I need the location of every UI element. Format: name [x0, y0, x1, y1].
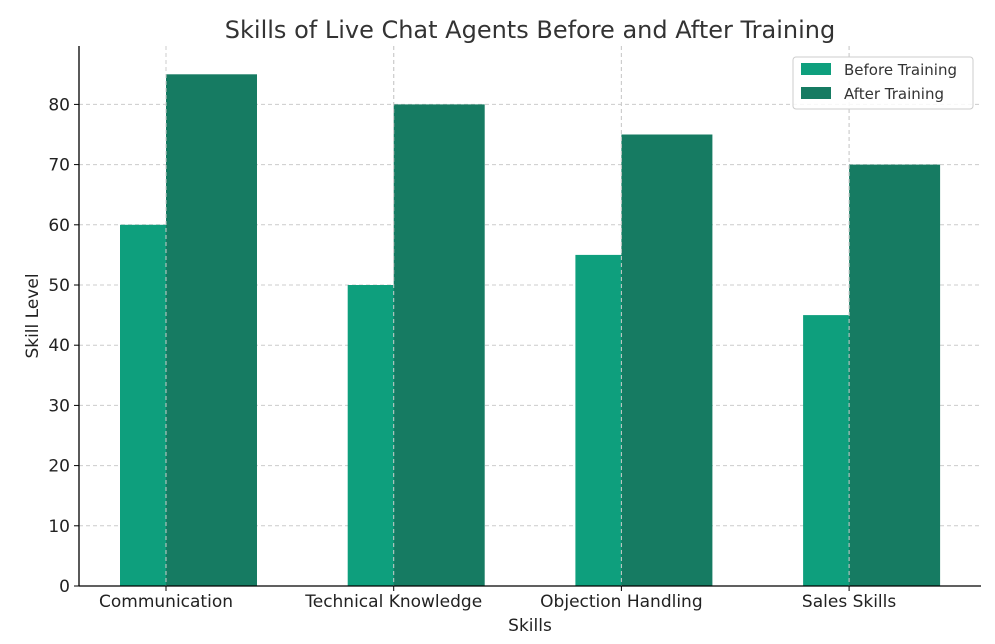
- legend-swatch: [801, 63, 831, 75]
- y-ticks: 0 10 20 30 40 50 60 70 80: [48, 95, 79, 597]
- legend-frame: [792, 56, 974, 110]
- y-axis-label: Skill Level: [23, 273, 43, 358]
- bar-after-objection-handling: [621, 134, 713, 586]
- y-tick-label: 70: [48, 156, 70, 176]
- legend-swatch: [801, 87, 831, 99]
- bar-after-sales-skills: [849, 164, 941, 586]
- axes-layer: [78, 46, 981, 587]
- y-tick-label: 40: [48, 336, 70, 356]
- x-tick-label: Objection Handling: [540, 592, 702, 612]
- bar-after-technical-knowledge: [393, 104, 485, 587]
- bars-layer: [120, 46, 941, 587]
- y-tick-label: 0: [59, 577, 70, 597]
- x-ticks: Communication Technical Knowledge Objectio…: [99, 586, 896, 612]
- y-tick-label: 10: [48, 517, 70, 537]
- x-tick-label: Sales Skills: [802, 592, 896, 612]
- y-tick-label: 50: [48, 276, 70, 296]
- chart-title: Skills of Live Chat Agents Before and Af…: [225, 16, 835, 44]
- y-tick-label: 80: [48, 95, 70, 115]
- x-axis-label: Skills: [508, 616, 552, 636]
- x-tick-label: Communication: [99, 592, 233, 612]
- legend-label: Before Training: [844, 61, 957, 79]
- legend-label: After Training: [844, 85, 944, 103]
- x-tick-label: Technical Knowledge: [304, 592, 482, 612]
- y-tick-label: 60: [48, 216, 70, 236]
- bar-after-communication: [166, 74, 257, 587]
- y-tick-label: 30: [48, 396, 70, 416]
- y-tick-label: 20: [48, 457, 70, 477]
- legend: Before Training After Training: [792, 56, 974, 110]
